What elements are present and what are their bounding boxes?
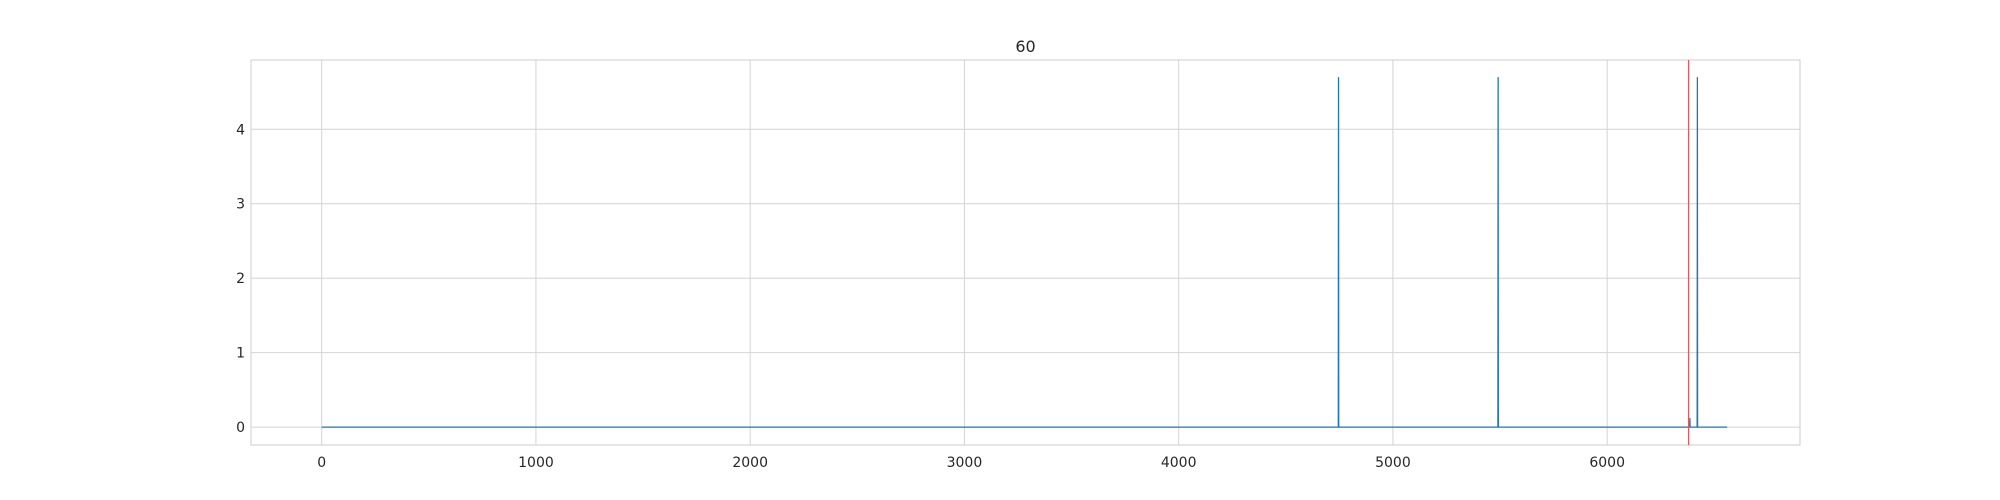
y-axis-ticks: 0 1 2 3 4 [236,122,245,436]
x-tick-label: 1000 [518,455,554,471]
y-tick-label: 2 [236,271,245,287]
y-tick-label: 0 [236,420,245,436]
y-tick-label: 3 [236,197,245,213]
x-tick-label: 3000 [947,455,983,471]
series-line-1 [321,77,1728,428]
plot-border [250,59,1801,446]
chart-title: 60 [1015,37,1035,56]
grid [251,60,1800,445]
x-tick-label: 2000 [732,455,768,471]
plot-frame [250,59,1801,446]
x-tick-label: 0 [317,455,326,471]
y-tick-label: 1 [236,346,245,362]
x-axis-ticks: 0 1000 2000 3000 4000 5000 6000 [317,455,1625,471]
x-tick-label: 6000 [1589,455,1625,471]
x-tick-label: 4000 [1161,455,1197,471]
y-tick-label: 4 [236,122,245,138]
x-tick-label: 5000 [1375,455,1411,471]
series-layer [321,77,1728,428]
